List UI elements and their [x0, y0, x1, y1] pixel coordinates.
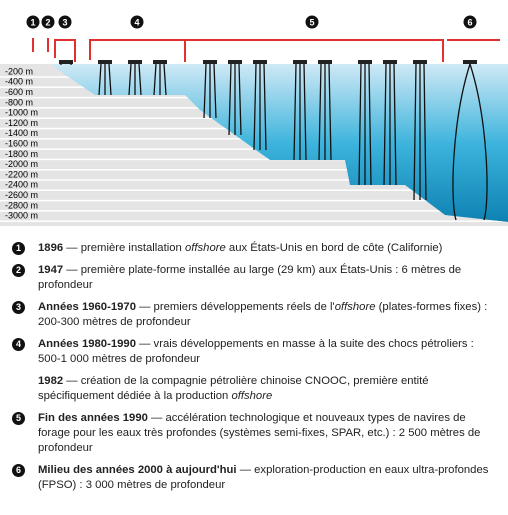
entry-text: 1982	[38, 375, 64, 387]
platform	[98, 60, 112, 64]
entry-number: 4	[12, 338, 25, 351]
legs	[98, 63, 112, 96]
entry-text: Fin des années 1990	[38, 412, 148, 424]
depth-label: -1000 m	[5, 108, 38, 118]
depth-label: -2400 m	[5, 180, 38, 190]
marker-number: 4	[134, 17, 139, 27]
legend-entry: 5 Fin des années 1990 — accélération tech…	[12, 411, 496, 456]
marker-number: 1	[30, 17, 35, 27]
platform	[413, 60, 427, 64]
platform	[59, 60, 73, 64]
marker-number: 3	[62, 17, 67, 27]
entry-number: 1	[12, 242, 25, 255]
marker-circle	[463, 15, 477, 29]
platform	[318, 60, 332, 64]
entry-number: 3	[12, 301, 25, 314]
entry-text: — premiers développements réels de l'	[135, 301, 335, 313]
entry-text: — première plate-forme installée au larg…	[38, 264, 462, 291]
platform	[128, 60, 142, 64]
legend-entry: 1 1896 — première installation offshore a…	[12, 241, 496, 256]
entry-text: (plates-formes fixes) : 200-300 mètres d…	[38, 301, 488, 328]
entry-text: offshore	[231, 390, 273, 402]
marker-circle	[130, 15, 144, 29]
depth-label: -400 m	[5, 77, 33, 87]
entry-number: 2	[12, 264, 25, 277]
marker-circle	[58, 15, 72, 29]
riser	[452, 63, 488, 221]
legs	[153, 63, 167, 96]
marker-number: 6	[467, 17, 472, 27]
legs	[358, 63, 372, 186]
entry-text: offshore	[334, 301, 376, 313]
depth-label: -2200 m	[5, 169, 38, 179]
depth-label: -200 m	[5, 66, 33, 76]
entry-text: — première installation	[63, 242, 185, 254]
depth-label: -1600 m	[5, 138, 38, 148]
legend-entry: 3 Années 1960-1970 — premiers développeme…	[12, 300, 496, 330]
entry-text: 1896	[38, 242, 64, 254]
marker-number: 2	[45, 17, 50, 27]
legs	[253, 63, 267, 151]
legend-entry: 6 Milieu des années 2000 à aujourd'hui — …	[12, 463, 496, 493]
platform	[358, 60, 372, 64]
entry-text: — accélération technologique et nouveaux…	[38, 412, 481, 454]
entry-text: — création de la compagnie pétrolière ch…	[38, 375, 429, 402]
depth-label: -1800 m	[5, 149, 38, 159]
platform	[293, 60, 307, 64]
platform	[203, 60, 217, 64]
entry-text: Années 1980-1990	[38, 338, 136, 350]
entry-text: — vrais développements en masse à la sui…	[38, 338, 474, 365]
entry-text: Milieu des années 2000 à aujourd'hui	[38, 464, 237, 476]
legs	[318, 63, 332, 161]
depth-label: -1400 m	[5, 128, 38, 138]
entry-text: 1947	[38, 264, 64, 276]
legs	[383, 63, 397, 186]
period-brackets	[32, 38, 500, 62]
entry-text: aux États-Unis en bord de côte (Californ…	[225, 242, 443, 254]
marker-circle	[305, 15, 319, 29]
legend-entry: 4 Années 1980-1990 — vrais développements…	[12, 337, 496, 367]
marker-circle	[26, 15, 40, 29]
depth-label: -3000 m	[5, 211, 38, 221]
platform	[463, 60, 477, 64]
platform	[253, 60, 267, 64]
marker-number: 5	[309, 17, 314, 27]
platform	[153, 60, 167, 64]
entry-number: 5	[12, 412, 25, 425]
entry-text: offshore	[184, 242, 226, 254]
depth-label: -800 m	[5, 97, 33, 107]
legend: 1 1896 — première installation offshore a…	[12, 241, 496, 500]
entry-text: — exploration-production en eaux ultra-p…	[38, 464, 489, 491]
legend-entry: 1982 — création de la compagnie pétroliè…	[12, 374, 496, 404]
marker-circle	[41, 15, 55, 29]
depth-label: -2000 m	[5, 159, 38, 169]
platform	[228, 60, 242, 64]
platform	[383, 60, 397, 64]
legs	[128, 63, 142, 96]
depth-label: -1200 m	[5, 118, 38, 128]
depth-label: -2800 m	[5, 200, 38, 210]
legs	[228, 63, 242, 136]
depth-label: -600 m	[5, 87, 33, 97]
legend-entry: 2 1947 — première plate-forme installée a…	[12, 263, 496, 293]
entry-number: 6	[12, 464, 25, 477]
entry-text: Années 1960-1970	[38, 301, 136, 313]
legs	[413, 63, 427, 201]
legs	[293, 63, 307, 161]
depth-label: -2600 m	[5, 190, 38, 200]
legs	[203, 63, 217, 119]
